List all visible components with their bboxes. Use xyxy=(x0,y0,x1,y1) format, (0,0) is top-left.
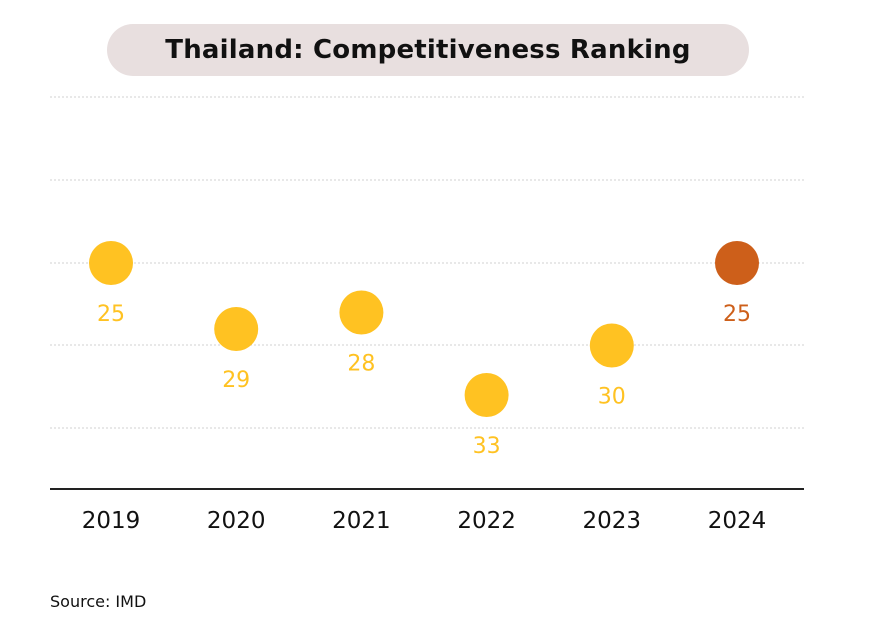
data-label-2020: 29 xyxy=(222,368,250,393)
data-point-2022 xyxy=(464,373,509,417)
x-tick-labels: 2019 2020 2021 2022 2023 2024 xyxy=(82,508,767,534)
data-label-2023: 30 xyxy=(598,385,626,410)
data-label-2021: 28 xyxy=(347,352,375,377)
gridlines xyxy=(50,96,804,429)
x-tick-label-2019: 2019 xyxy=(82,508,141,534)
x-tick-label-2020: 2020 xyxy=(207,508,266,534)
data-label-2019: 25 xyxy=(97,302,125,327)
data-label-2022: 33 xyxy=(473,434,501,459)
source-note: Source: IMD xyxy=(50,592,147,611)
data-point-2021 xyxy=(339,290,384,335)
x-tick-label-2022: 2022 xyxy=(457,508,516,534)
data-point-2020 xyxy=(214,307,259,351)
data-point-2019 xyxy=(89,241,133,285)
data-point-2023 xyxy=(589,323,634,368)
data-point-2024 xyxy=(715,241,759,285)
data-label-2024: 25 xyxy=(723,302,751,327)
chart-title-pill: Thailand: Competitiveness Ranking xyxy=(107,24,749,76)
x-tick-label-2021: 2021 xyxy=(332,508,391,534)
x-tick-label-2024: 2024 xyxy=(708,508,767,534)
x-tick-label-2023: 2023 xyxy=(583,508,642,534)
chart-title: Thailand: Competitiveness Ranking xyxy=(165,35,691,65)
data-marks: 25 29 28 33 30 25 xyxy=(89,241,759,459)
